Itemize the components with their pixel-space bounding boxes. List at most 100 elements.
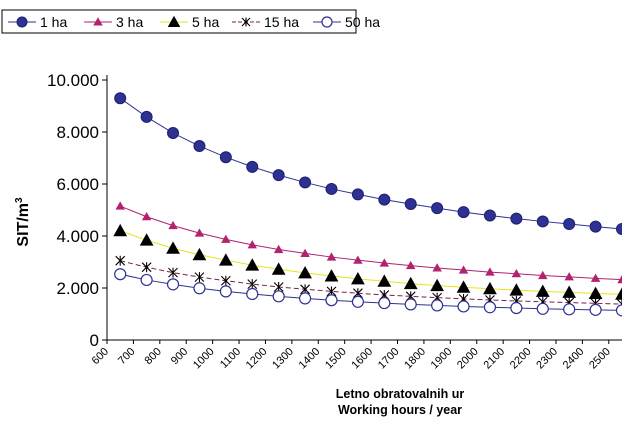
legend-marker (93, 17, 103, 26)
data-point (326, 252, 337, 261)
data-point (379, 258, 390, 267)
marker-shape (272, 169, 285, 182)
data-point (272, 290, 285, 303)
marker-shape (166, 241, 180, 254)
data-point (430, 278, 445, 292)
series-line (120, 205, 622, 281)
data-point (271, 262, 286, 275)
data-point (140, 273, 153, 287)
marker-shape (536, 302, 549, 315)
data-point (220, 275, 231, 286)
data-point (378, 296, 391, 310)
marker-shape (616, 222, 622, 235)
data-point (536, 302, 549, 315)
data-point (166, 278, 180, 291)
y-tick-label: 10.000 (47, 71, 99, 90)
data-point (300, 248, 310, 257)
marker-shape (218, 253, 233, 266)
marker-shape (326, 252, 337, 261)
data-point (510, 212, 523, 225)
data-point (141, 262, 152, 273)
marker-shape (377, 274, 392, 287)
marker-shape (615, 304, 622, 317)
data-point (564, 272, 574, 281)
data-point (324, 269, 339, 282)
data-point (192, 247, 207, 261)
marker-shape (246, 287, 259, 301)
data-point (325, 294, 338, 307)
marker-shape (353, 255, 363, 264)
x-tick-label: 1500 (323, 346, 349, 372)
plot-area (113, 92, 622, 317)
marker-shape (140, 273, 153, 287)
data-point (589, 220, 602, 233)
x-tick-label: 2000 (455, 346, 481, 372)
marker-shape (245, 258, 260, 271)
data-point (193, 282, 206, 295)
series-line (120, 230, 622, 295)
y-axis-title: SIT/m3 (14, 197, 32, 247)
y-axis-title-main: SIT/m (15, 203, 32, 247)
x-tick-label: 2200 (508, 346, 534, 372)
data-point (457, 206, 470, 219)
x-tick-label: 1400 (297, 346, 323, 372)
marker-shape (483, 209, 496, 222)
marker-shape (246, 160, 259, 173)
marker-shape (247, 240, 257, 249)
data-point (589, 303, 602, 316)
data-point (562, 285, 577, 298)
marker-shape (404, 298, 417, 311)
legend-item: 15 ha (232, 14, 299, 30)
marker-shape (221, 234, 231, 243)
marker-shape (378, 193, 391, 206)
marker-shape (193, 282, 206, 295)
data-point (536, 215, 549, 228)
marker-shape (617, 274, 622, 284)
x-tick-label: 1200 (244, 346, 270, 372)
marker-shape (563, 303, 576, 316)
series-3-ha (115, 201, 622, 284)
data-point (115, 255, 126, 266)
marker-shape (271, 262, 286, 275)
x-tick-label: 700 (116, 346, 137, 367)
data-point (351, 295, 364, 308)
marker-shape (378, 296, 391, 310)
marker-shape (510, 212, 523, 225)
data-point (617, 274, 622, 284)
y-tick-label: 0 (90, 331, 99, 350)
data-point (193, 140, 206, 153)
data-point (168, 267, 178, 278)
legend-label: 50 ha (345, 14, 380, 30)
data-point (245, 258, 260, 271)
marker-shape (538, 270, 548, 280)
legend-item: 3 ha (84, 14, 143, 30)
marker-shape (510, 301, 523, 315)
data-point (405, 260, 416, 270)
data-point (404, 198, 417, 211)
marker-shape (483, 301, 497, 314)
marker-shape (351, 188, 364, 201)
marker-shape (562, 285, 577, 298)
x-tick-label: 1700 (376, 346, 402, 372)
marker-shape (483, 281, 497, 295)
data-point (616, 222, 622, 235)
legend: 1 ha 3 ha 5 ha 15 ha 50 ha (1, 9, 380, 34)
marker-stroke (617, 299, 622, 305)
marker-shape (404, 198, 417, 211)
data-point (483, 209, 496, 222)
data-point (353, 255, 363, 264)
data-point (247, 240, 257, 249)
x-tick-label: 2400 (561, 346, 587, 372)
x-tick-label: 800 (142, 346, 163, 367)
x-tick-label: 1900 (429, 346, 455, 372)
legend-item: 50 ha (313, 14, 380, 30)
x-tick-label: 1300 (270, 346, 296, 372)
marker-shape (16, 16, 28, 28)
marker-shape (351, 295, 364, 308)
marker-shape (272, 290, 285, 303)
marker-shape (351, 272, 365, 285)
marker-shape (114, 92, 127, 105)
legend-marker (321, 16, 333, 28)
